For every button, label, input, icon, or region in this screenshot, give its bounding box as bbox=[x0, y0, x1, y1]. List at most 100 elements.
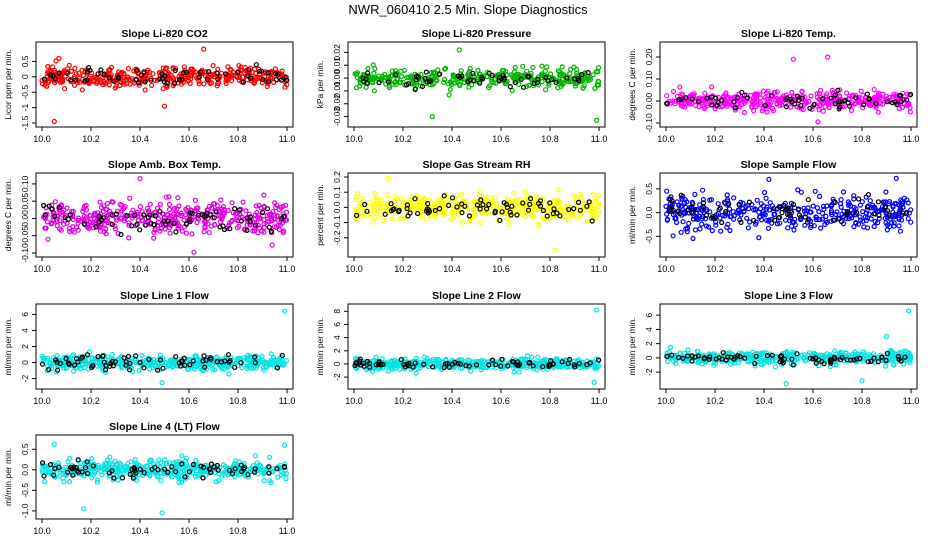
reference-point bbox=[141, 470, 147, 476]
reference-point bbox=[526, 359, 533, 366]
data-point bbox=[371, 358, 377, 364]
data-point bbox=[856, 351, 862, 357]
data-point bbox=[442, 66, 448, 72]
data-point bbox=[49, 64, 56, 70]
chart-title: Slope Line 3 Flow bbox=[744, 290, 834, 302]
data-point bbox=[106, 82, 112, 88]
data-point bbox=[127, 195, 133, 201]
reference-point bbox=[404, 202, 410, 208]
reference-point bbox=[252, 222, 258, 228]
data-point bbox=[236, 472, 242, 478]
reference-point bbox=[137, 227, 143, 233]
data-point bbox=[150, 212, 156, 218]
data-point bbox=[59, 467, 65, 473]
data-point bbox=[722, 100, 728, 107]
reference-point bbox=[701, 204, 707, 210]
data-point bbox=[535, 221, 541, 227]
data-point bbox=[433, 77, 439, 83]
data-point bbox=[744, 215, 750, 221]
reference-point bbox=[789, 98, 795, 105]
reference-point bbox=[550, 211, 556, 217]
data-point bbox=[238, 64, 244, 70]
x-tick-label: 10.6 bbox=[492, 264, 510, 274]
y-tick-label: -0.5 bbox=[20, 85, 30, 100]
data-point bbox=[398, 203, 405, 209]
reference-point bbox=[868, 358, 874, 364]
data-point bbox=[370, 219, 376, 225]
reference-point bbox=[734, 95, 741, 101]
data-point bbox=[179, 228, 185, 234]
reference-point bbox=[81, 221, 87, 227]
data-point bbox=[94, 359, 100, 365]
data-point bbox=[66, 479, 73, 485]
data-point bbox=[253, 203, 259, 209]
data-point bbox=[272, 66, 278, 72]
chart-title: Slope Amb. Box Temp. bbox=[108, 159, 221, 171]
reference-point bbox=[362, 201, 368, 208]
data-point bbox=[378, 197, 384, 204]
data-point bbox=[157, 228, 163, 234]
data-point bbox=[243, 208, 249, 214]
reference-point bbox=[709, 214, 716, 220]
x-tick-label: 10.2 bbox=[394, 264, 412, 274]
data-point bbox=[567, 66, 574, 73]
reference-point bbox=[221, 226, 228, 233]
reference-point bbox=[177, 77, 183, 83]
reference-point bbox=[537, 198, 544, 204]
data-point bbox=[354, 191, 360, 197]
data-point bbox=[664, 350, 670, 356]
data-point bbox=[213, 479, 219, 485]
reference-point bbox=[72, 77, 79, 83]
reference-point bbox=[883, 357, 889, 364]
outlier-point bbox=[429, 113, 435, 120]
data-point bbox=[240, 199, 246, 205]
reference-point bbox=[162, 221, 168, 227]
reference-point bbox=[518, 76, 524, 82]
data-point bbox=[751, 108, 757, 114]
reference-point bbox=[46, 203, 52, 209]
data-point bbox=[370, 80, 376, 86]
data-point bbox=[219, 216, 225, 222]
reference-point bbox=[200, 475, 206, 481]
data-point bbox=[132, 456, 138, 463]
reference-point bbox=[571, 206, 577, 212]
reference-point bbox=[865, 192, 872, 198]
data-point bbox=[893, 201, 900, 207]
reference-point bbox=[214, 70, 220, 76]
data-point bbox=[175, 195, 181, 201]
data-point bbox=[728, 351, 734, 357]
x-tick-label: 10.8 bbox=[541, 396, 559, 406]
data-point bbox=[208, 223, 214, 229]
data-point bbox=[435, 197, 441, 203]
reference-point bbox=[227, 226, 233, 232]
data-point bbox=[759, 352, 765, 358]
y-tick-label: -0.5 bbox=[644, 229, 654, 244]
reference-point bbox=[236, 207, 242, 213]
data-point bbox=[45, 236, 51, 242]
reference-point bbox=[689, 358, 695, 364]
reference-point bbox=[378, 362, 384, 368]
data-point bbox=[864, 207, 870, 213]
data-point bbox=[677, 84, 683, 90]
y-tick-label: -2 bbox=[332, 373, 342, 381]
reference-point bbox=[459, 210, 465, 216]
reference-point bbox=[361, 363, 367, 369]
data-point bbox=[683, 226, 689, 232]
data-point bbox=[372, 190, 378, 197]
data-point bbox=[571, 64, 577, 70]
reference-point bbox=[525, 207, 532, 213]
data-point bbox=[72, 65, 78, 72]
y-tick-label: 0.5 bbox=[20, 443, 30, 455]
data-point bbox=[907, 104, 913, 111]
reference-point bbox=[669, 352, 675, 358]
data-point bbox=[136, 367, 142, 374]
data-point bbox=[389, 216, 396, 222]
data-point bbox=[770, 358, 776, 364]
data-point bbox=[569, 212, 575, 219]
data-point bbox=[772, 97, 779, 103]
reference-point bbox=[39, 460, 46, 466]
data-point bbox=[194, 219, 200, 226]
data-point bbox=[134, 209, 140, 215]
reference-point bbox=[106, 75, 112, 81]
data-point bbox=[104, 200, 111, 207]
